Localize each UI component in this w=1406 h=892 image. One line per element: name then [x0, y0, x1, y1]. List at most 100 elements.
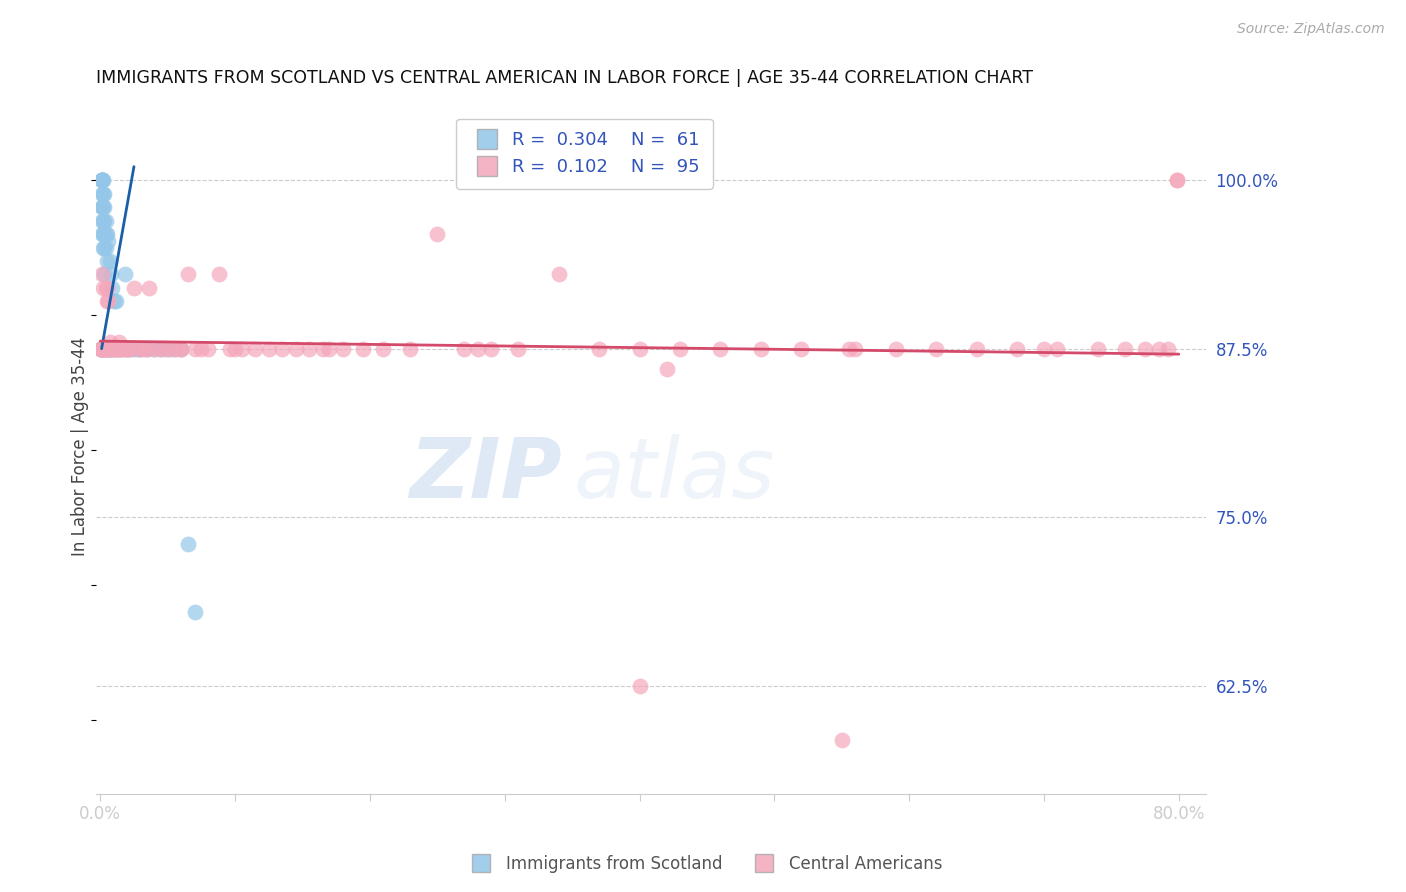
- Point: [114, 342, 136, 356]
- Point: [91, 173, 114, 187]
- Point: [136, 342, 159, 356]
- Point: [453, 342, 475, 356]
- Point: [245, 342, 267, 356]
- Point: [94, 342, 117, 356]
- Point: [91, 173, 114, 187]
- Point: [966, 342, 988, 356]
- Point: [93, 213, 115, 227]
- Point: [284, 342, 307, 356]
- Point: [148, 342, 170, 356]
- Point: [93, 240, 115, 254]
- Point: [749, 342, 772, 356]
- Point: [479, 342, 502, 356]
- Point: [709, 342, 731, 356]
- Point: [90, 173, 112, 187]
- Point: [837, 342, 859, 356]
- Point: [100, 342, 122, 356]
- Point: [110, 342, 132, 356]
- Point: [108, 334, 131, 349]
- Point: [1166, 173, 1188, 187]
- Point: [91, 240, 114, 254]
- Point: [90, 342, 112, 356]
- Point: [94, 342, 117, 356]
- Point: [467, 342, 489, 356]
- Point: [218, 342, 240, 356]
- Point: [1005, 342, 1028, 356]
- Point: [107, 342, 129, 356]
- Point: [183, 342, 205, 356]
- Point: [118, 342, 141, 356]
- Point: [90, 173, 112, 187]
- Point: [93, 268, 115, 282]
- Point: [90, 342, 112, 356]
- Point: [1133, 342, 1156, 356]
- Point: [96, 342, 118, 356]
- Point: [90, 213, 112, 227]
- Point: [399, 342, 422, 356]
- Point: [134, 342, 156, 356]
- Point: [94, 281, 117, 295]
- Point: [312, 342, 335, 356]
- Point: [1046, 342, 1069, 356]
- Point: [127, 342, 149, 356]
- Point: [156, 342, 179, 356]
- Point: [231, 342, 253, 356]
- Point: [91, 213, 114, 227]
- Point: [165, 342, 187, 356]
- Point: [884, 342, 907, 356]
- Point: [96, 254, 118, 268]
- Point: [103, 294, 125, 309]
- Text: ZIP: ZIP: [409, 434, 562, 515]
- Point: [655, 362, 678, 376]
- Point: [224, 342, 246, 356]
- Point: [111, 342, 134, 356]
- Point: [925, 342, 948, 356]
- Point: [115, 342, 138, 356]
- Point: [94, 227, 117, 241]
- Point: [101, 342, 124, 356]
- Point: [98, 342, 121, 356]
- Point: [90, 268, 112, 282]
- Point: [107, 342, 129, 356]
- Point: [149, 342, 172, 356]
- Point: [90, 173, 112, 187]
- Point: [105, 342, 128, 356]
- Point: [115, 342, 138, 356]
- Point: [114, 268, 136, 282]
- Y-axis label: In Labor Force | Age 35-44: In Labor Force | Age 35-44: [72, 337, 89, 556]
- Point: [93, 227, 115, 241]
- Point: [110, 342, 132, 356]
- Point: [93, 342, 115, 356]
- Point: [96, 294, 118, 309]
- Point: [100, 342, 122, 356]
- Point: [115, 342, 138, 356]
- Point: [352, 342, 374, 356]
- Point: [97, 342, 120, 356]
- Point: [91, 200, 114, 214]
- Point: [90, 342, 112, 356]
- Point: [197, 342, 219, 356]
- Point: [588, 342, 610, 356]
- Point: [143, 342, 166, 356]
- Point: [318, 342, 340, 356]
- Point: [669, 342, 692, 356]
- Point: [547, 268, 569, 282]
- Point: [170, 342, 193, 356]
- Point: [90, 186, 112, 201]
- Point: [97, 234, 120, 248]
- Point: [143, 342, 166, 356]
- Point: [122, 281, 145, 295]
- Point: [93, 200, 115, 214]
- Point: [105, 342, 128, 356]
- Point: [91, 281, 114, 295]
- Point: [98, 334, 121, 349]
- Point: [111, 342, 134, 356]
- Point: [101, 281, 124, 295]
- Point: [136, 342, 159, 356]
- Point: [90, 173, 112, 187]
- Point: [94, 213, 117, 227]
- Text: atlas: atlas: [574, 434, 775, 515]
- Point: [100, 268, 122, 282]
- Point: [97, 342, 120, 356]
- Point: [91, 200, 114, 214]
